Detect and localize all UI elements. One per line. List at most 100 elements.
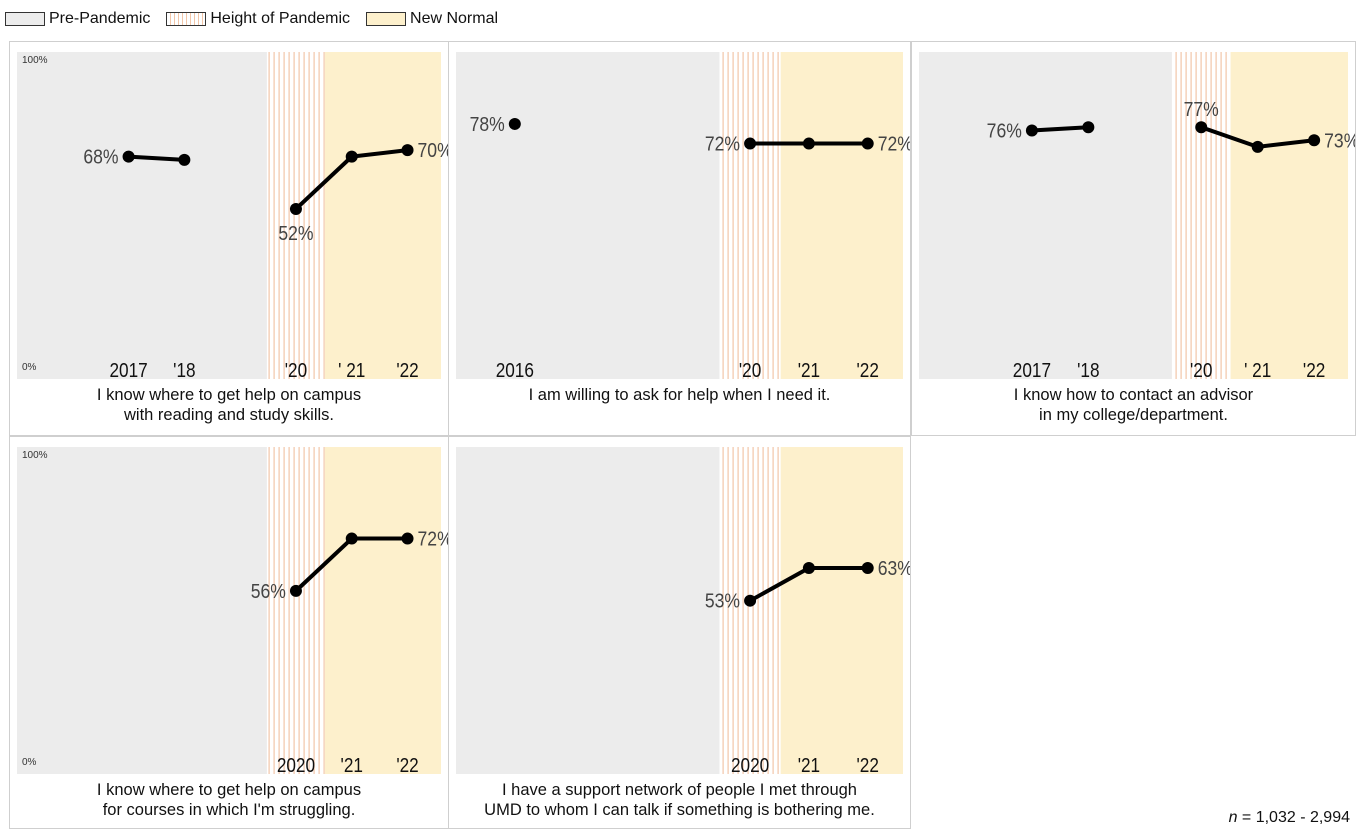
band-new-normal	[780, 52, 903, 379]
legend: Pre-Pandemic Height of Pandemic New Norm…	[5, 9, 514, 29]
band-pre-pandemic	[919, 52, 1172, 379]
caption-line: I know where to get help on campus	[96, 386, 362, 404]
legend-label-height-of-pandemic: Height of Pandemic	[210, 10, 351, 27]
band-pre-pandemic	[456, 52, 720, 379]
chart-panel-2: 2016 '20 '21 '22 78% 72% 72% I am willing to as…	[448, 41, 911, 436]
legend-item-pre-pandemic: Pre-Pandemic	[5, 10, 150, 28]
panel-caption: I know where to get help on campus for co…	[10, 780, 448, 820]
data-label: 72%	[878, 133, 910, 155]
x-tick-label: '21	[341, 754, 363, 776]
x-tick-label: '22	[396, 754, 418, 776]
panel-caption: I have a support network of people I met…	[449, 780, 910, 820]
x-tick-label: '20	[1190, 359, 1212, 381]
data-label: 72%	[418, 528, 448, 550]
y-axis-max-label: 100%	[22, 450, 48, 461]
x-tick-label: 2020	[731, 754, 769, 776]
band-new-normal	[324, 52, 441, 379]
legend-swatch-pre-pandemic	[5, 12, 45, 26]
data-point	[744, 594, 757, 607]
data-point	[401, 532, 414, 545]
data-label: 56%	[251, 580, 286, 602]
band-height-of-pandemic	[719, 447, 781, 774]
x-tick-label: 2017	[1013, 359, 1051, 381]
data-label: 68%	[83, 146, 118, 168]
data-label: 72%	[705, 133, 740, 155]
caption-line: in my college/department.	[1039, 406, 1228, 424]
band-new-normal	[780, 447, 903, 774]
band-pre-pandemic	[456, 447, 720, 774]
x-tick-label: '22	[857, 359, 879, 381]
data-label: 70%	[418, 139, 448, 161]
band-height-of-pandemic	[1171, 52, 1231, 379]
y-axis-min-label: 0%	[22, 362, 37, 373]
band-pre-pandemic	[17, 52, 267, 379]
x-tick-label: '18	[1077, 359, 1099, 381]
legend-swatch-new-normal	[366, 12, 407, 26]
legend-item-height-of-pandemic: Height of Pandemic	[166, 10, 350, 28]
data-point	[861, 561, 874, 574]
x-tick-label: 2016	[496, 359, 534, 381]
data-point	[1195, 121, 1208, 134]
legend-swatch-height-of-pandemic	[166, 12, 207, 26]
data-point	[345, 532, 358, 545]
data-point	[345, 150, 358, 163]
x-tick-label: '20	[285, 359, 307, 381]
sample-size-note: n = 1,032 - 2,994	[1229, 809, 1350, 827]
data-point	[744, 137, 757, 150]
data-label: 53%	[705, 590, 740, 612]
band-height-of-pandemic	[266, 52, 325, 379]
chart-svg: 2016 '20 '21 '22 78% 72% 72%	[456, 52, 910, 381]
series-line	[1031, 125, 1089, 133]
chart-panel-5: 2020 '21 '22 53% 63% I have a support network…	[448, 436, 911, 829]
data-point	[802, 561, 815, 574]
data-label: 78%	[470, 113, 505, 135]
x-tick-label: '21	[798, 359, 820, 381]
sample-size-range: = 1,032 - 2,994	[1237, 809, 1350, 826]
band-new-normal	[1230, 52, 1348, 379]
data-point	[289, 584, 302, 597]
data-point	[508, 117, 521, 130]
data-point	[1082, 121, 1095, 134]
data-point	[289, 202, 302, 215]
caption-line: I have a support network of people I met…	[502, 781, 857, 799]
data-point	[1308, 134, 1321, 147]
x-tick-label: '21	[798, 754, 820, 776]
data-label: 76%	[987, 119, 1022, 141]
caption-line: for courses in which I'm struggling.	[102, 801, 356, 819]
chart-svg: 100% 0% 2020 '21 '22 56% 72%	[17, 447, 448, 776]
panel-caption: I am willing to ask for help when I need…	[449, 385, 910, 405]
x-tick-label: '18	[173, 359, 195, 381]
band-height-of-pandemic	[719, 52, 781, 379]
legend-label-new-normal: New Normal	[410, 10, 499, 27]
panel-caption: I know how to contact an advisor in my co…	[912, 385, 1355, 425]
series-line	[128, 154, 185, 162]
data-point	[802, 137, 815, 150]
legend-label-pre-pandemic: Pre-Pandemic	[49, 10, 151, 27]
band-height-of-pandemic	[266, 447, 325, 774]
data-point	[1025, 124, 1038, 137]
band-new-normal	[324, 447, 441, 774]
x-tick-label: '22	[1303, 359, 1325, 381]
x-tick-label: 2020	[277, 754, 315, 776]
x-tick-label: ' 21	[338, 359, 365, 381]
x-tick-label: 2017	[109, 359, 147, 381]
y-axis-max-label: 100%	[22, 55, 48, 66]
caption-line: I know how to contact an advisor	[1013, 386, 1254, 404]
chart-panel-1: 100% 0% 2017 '18 '20 ' 21 '22 68% 52% 70% I know w…	[9, 41, 449, 436]
data-label: 52%	[278, 222, 313, 244]
data-label: 63%	[878, 557, 910, 579]
sample-size-symbol: n	[1228, 809, 1238, 826]
y-axis-min-label: 0%	[22, 757, 37, 768]
chart-panel-3: 2017 '18 '20 ' 21 '22 76% 77% 73% I know how to …	[911, 41, 1356, 436]
panel-caption: I know where to get help on campus with r…	[10, 385, 448, 425]
x-tick-label: '22	[857, 754, 879, 776]
caption-line: I am willing to ask for help when I need…	[528, 386, 831, 404]
chart-svg: 100% 0% 2017 '18 '20 ' 21 '22 68% 52% 70%	[17, 52, 448, 381]
x-tick-label: '20	[739, 359, 761, 381]
chart-svg: 2020 '21 '22 53% 63%	[456, 447, 910, 776]
x-tick-label: ' 21	[1244, 359, 1271, 381]
data-point	[122, 150, 135, 163]
caption-line: UMD to whom I can talk if something is b…	[484, 801, 875, 819]
data-point	[1251, 140, 1264, 153]
legend-item-new-normal: New Normal	[366, 10, 498, 28]
